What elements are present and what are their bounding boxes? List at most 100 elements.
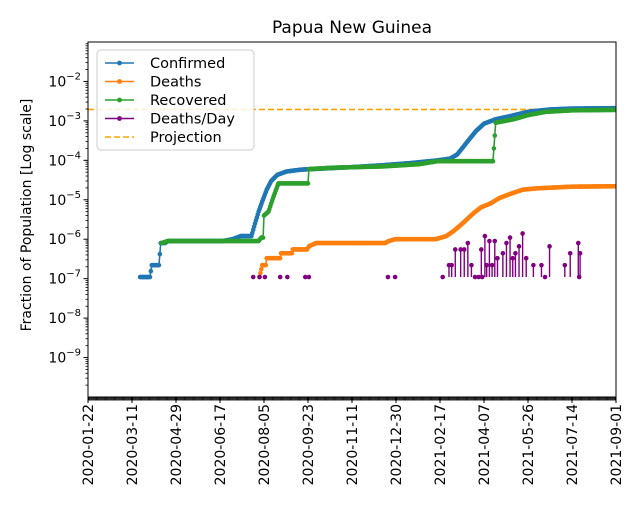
- series-deaths-day: [250, 231, 583, 280]
- data-point-deaths-day: [285, 274, 290, 280]
- data-point-deaths-day: [542, 274, 548, 280]
- legend-label-deaths-day: Deaths/Day: [150, 112, 235, 128]
- y-tick-label: 10−3: [48, 111, 81, 130]
- data-point-confirmed: [148, 268, 154, 274]
- legend-label-deaths: Deaths: [150, 75, 201, 91]
- data-point-deaths-day: [520, 231, 525, 236]
- data-point-deaths-day: [495, 255, 500, 261]
- data-point-deaths-day: [385, 274, 391, 280]
- legend-marker-confirmed: [117, 60, 122, 66]
- legend-marker-deaths: [117, 79, 122, 84]
- legend-label-recovered: Recovered: [150, 93, 226, 109]
- legend-box: [96, 49, 255, 151]
- x-tick-label: 2020-06-17: [213, 404, 229, 485]
- data-point-deaths-day: [484, 262, 489, 268]
- data-point-deaths-day: [516, 244, 522, 249]
- data-point-deaths-day: [507, 235, 513, 240]
- y-axis-label: Fraction of Population [Log scale]: [19, 99, 35, 332]
- x-tick-label: 2021-05-26: [521, 404, 537, 485]
- data-point-confirmed: [147, 274, 153, 280]
- chart-title: Papua New Guinea: [272, 18, 432, 38]
- data-point-confirmed: [156, 262, 162, 268]
- series-deaths: [257, 183, 616, 280]
- plot-frame: [87, 41, 617, 398]
- data-point-deaths-day: [452, 247, 458, 252]
- data-point-confirmed: [157, 251, 163, 257]
- data-point-deaths-day: [306, 274, 312, 280]
- data-point-deaths-day: [458, 247, 463, 252]
- data-point-deaths-day: [562, 262, 568, 268]
- data-point-deaths: [258, 270, 263, 276]
- data-point-deaths: [613, 183, 616, 189]
- y-tick-label: 10−7: [48, 269, 81, 288]
- x-tick-label: 2021-02-17: [433, 404, 449, 485]
- data-point-deaths-day: [492, 238, 498, 244]
- data-point-deaths: [259, 266, 264, 272]
- data-point-deaths-day: [440, 274, 445, 280]
- x-tick-label: 2021-07-14: [565, 404, 581, 485]
- data-point-deaths-day: [479, 274, 485, 280]
- data-point-deaths-day: [510, 255, 516, 261]
- legend-marker-deaths-day: [117, 116, 122, 121]
- data-point-deaths-day: [567, 250, 573, 256]
- data-point-deaths: [289, 250, 295, 256]
- data-point-deaths-day: [539, 262, 544, 268]
- x-tick-label: 2020-12-30: [389, 404, 405, 485]
- data-point-deaths-day: [250, 274, 256, 280]
- data-point-deaths-day: [465, 240, 471, 246]
- x-tick-label: 2020-03-11: [125, 404, 141, 485]
- data-point-deaths-day: [257, 274, 262, 280]
- data-point-deaths-day: [547, 244, 552, 249]
- y-tick-label: 10−8: [48, 308, 81, 327]
- data-point-deaths-day: [277, 274, 283, 280]
- data-point-deaths: [263, 262, 269, 268]
- data-point-deaths-day: [449, 262, 454, 268]
- series-recovered: [159, 107, 616, 246]
- legend-marker-recovered: [117, 97, 122, 103]
- data-point-deaths-day: [479, 247, 484, 252]
- data-point-deaths-day: [504, 240, 509, 246]
- x-tick-label: 2021-04-07: [477, 404, 493, 485]
- y-tick-label: 10−2: [48, 71, 81, 90]
- data-point-deaths-day: [500, 250, 506, 256]
- data-point-deaths-day: [392, 274, 398, 280]
- data-point-deaths-day: [482, 233, 488, 239]
- data-point-recovered: [305, 181, 311, 186]
- data-point-deaths-day: [469, 262, 474, 268]
- data-point-deaths-day: [523, 255, 529, 261]
- data-point-recovered: [260, 235, 266, 240]
- data-point-deaths-day: [262, 274, 268, 280]
- data-point-deaths-day: [513, 250, 518, 256]
- data-point-deaths-day: [461, 247, 467, 252]
- y-tick-label: 10−5: [48, 190, 81, 209]
- data-point-deaths-day: [531, 262, 536, 268]
- y-tick-label: 10−4: [48, 150, 81, 169]
- plot-area: 2020-01-22 2020-03-11 2020-04-29 2020-06-17…: [48, 41, 625, 485]
- data-point-deaths-day: [489, 262, 495, 268]
- legend-label-projection: Projection: [150, 130, 222, 146]
- x-tick-label: 2020-04-29: [169, 404, 185, 485]
- y-tick-label: 10−6: [48, 229, 81, 248]
- y-tick-label: 10−9: [48, 348, 81, 367]
- data-point-deaths-day: [303, 274, 308, 280]
- data-point-deaths-day: [575, 240, 581, 246]
- data-point-deaths-day: [576, 274, 582, 280]
- data-point-recovered: [490, 158, 496, 164]
- data-point-deaths-day: [472, 274, 478, 280]
- data-point-recovered: [491, 146, 497, 151]
- x-tick-label: 2020-09-23: [301, 404, 317, 485]
- x-tick-label: 2021-09-01: [609, 404, 625, 485]
- data-point-deaths: [277, 255, 283, 261]
- data-point-deaths-day: [487, 238, 492, 244]
- data-point-recovered: [613, 107, 616, 113]
- x-tick-label: 2020-11-11: [345, 404, 361, 485]
- data-point-deaths-day: [577, 250, 583, 256]
- legend: Confirmed Deaths Recovered Deaths/Day Projec…: [96, 49, 255, 151]
- legend-label-confirmed: Confirmed: [150, 56, 225, 72]
- x-tick-label: 2020-08-05: [257, 404, 273, 485]
- x-tick-label: 2020-01-22: [81, 404, 97, 485]
- data-point-deaths-day: [476, 274, 481, 280]
- data-point-recovered: [492, 133, 498, 138]
